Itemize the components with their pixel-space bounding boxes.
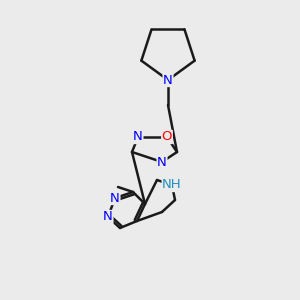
Text: O: O <box>162 130 172 143</box>
Text: N: N <box>163 74 173 86</box>
Text: N: N <box>157 155 167 169</box>
Text: N: N <box>133 130 143 143</box>
Text: NH: NH <box>162 178 182 191</box>
Text: N: N <box>110 191 120 205</box>
Text: N: N <box>103 211 113 224</box>
